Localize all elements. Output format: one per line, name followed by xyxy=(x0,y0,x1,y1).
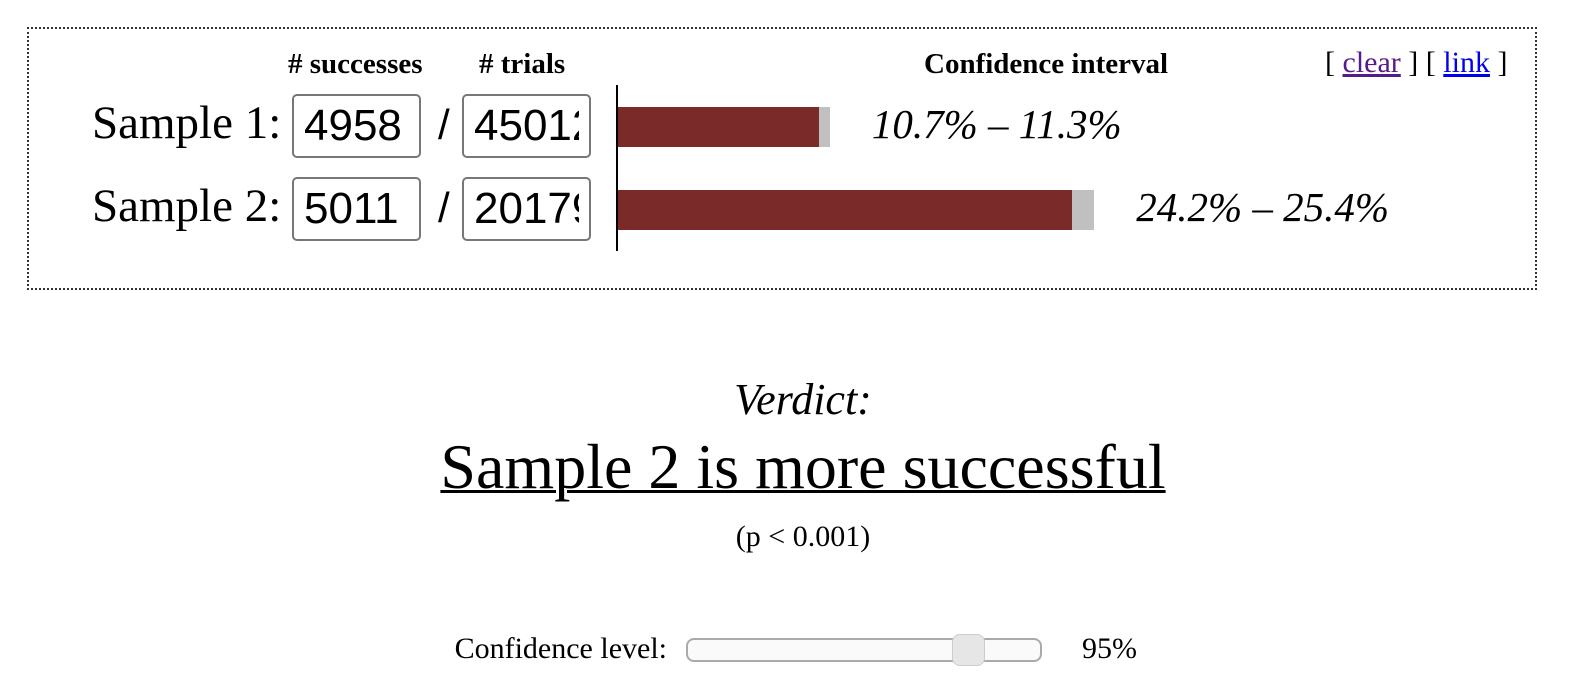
interval-bar xyxy=(618,190,1072,230)
sample-label: Sample 1: xyxy=(92,97,282,149)
verdict-result: Sample 2 is more successful xyxy=(440,431,1166,502)
confidence-value: 95% xyxy=(1082,632,1137,665)
interval-range xyxy=(818,107,830,147)
input-panel xyxy=(27,27,1537,290)
trials-input[interactable] xyxy=(462,94,591,158)
interval-text: 10.7% – 11.3% xyxy=(871,101,1122,147)
slash: / xyxy=(438,101,450,148)
successes-header: # successes xyxy=(288,48,423,80)
interval-header: Confidence interval xyxy=(924,48,1169,80)
verdict-heading: Verdict: xyxy=(734,375,872,424)
p-value: (p < 0.001) xyxy=(735,520,871,553)
bracket: [ xyxy=(1325,46,1335,79)
link-group: [ clear ] [ link ] xyxy=(1325,46,1507,80)
bracket: ] xyxy=(1408,46,1419,79)
bracket: ] xyxy=(1497,46,1508,79)
confidence-label: Confidence level: xyxy=(454,632,667,665)
confidence-slider[interactable] xyxy=(686,634,1042,666)
interval-bar xyxy=(618,107,819,147)
interval-range xyxy=(1071,190,1095,230)
trials-header: # trials xyxy=(479,48,566,80)
permalink[interactable]: link xyxy=(1443,46,1490,79)
successes-input[interactable] xyxy=(292,94,421,158)
successes-input[interactable] xyxy=(292,177,421,241)
axis-line xyxy=(616,85,618,251)
trials-input[interactable] xyxy=(462,177,591,241)
slash: / xyxy=(438,184,450,231)
slider-thumb[interactable] xyxy=(952,634,985,666)
clear-link[interactable]: clear xyxy=(1342,46,1401,79)
interval-text: 24.2% – 25.4% xyxy=(1136,184,1390,230)
bracket: [ xyxy=(1425,46,1436,79)
sample-label: Sample 2: xyxy=(92,180,282,232)
